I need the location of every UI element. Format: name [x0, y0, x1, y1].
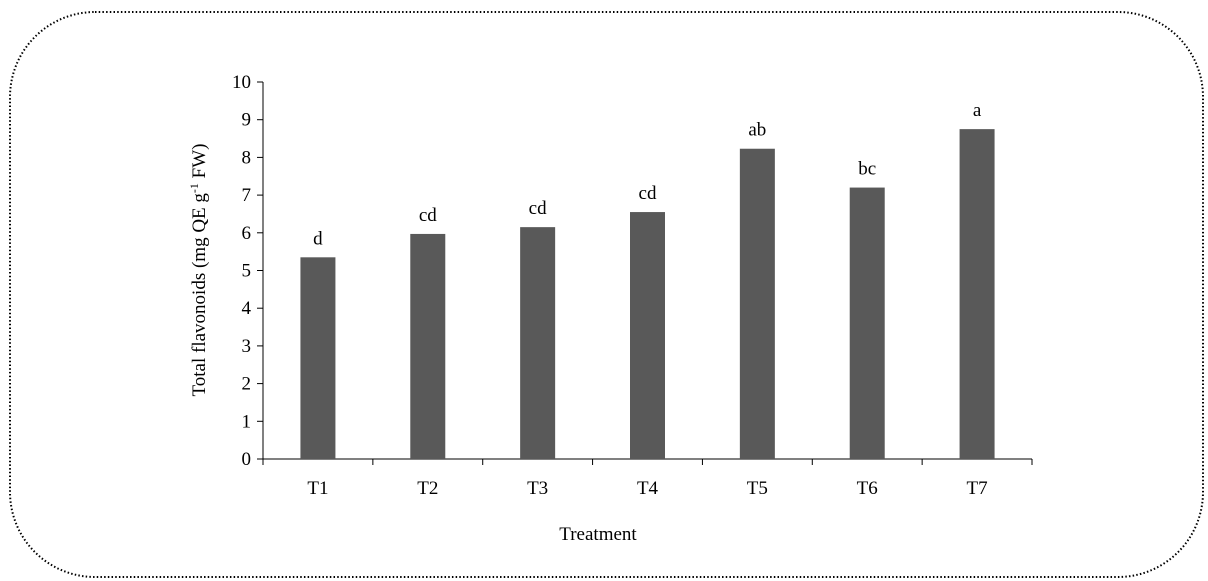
bar-t2 [410, 233, 446, 459]
y-axis-title-tail: FW) [189, 144, 210, 184]
x-tick-label: T4 [637, 478, 659, 499]
bar-t4 [630, 212, 665, 459]
x-tick-label: T5 [747, 478, 768, 499]
x-tick-label: T7 [967, 478, 988, 499]
x-tick-label: T1 [307, 478, 328, 499]
y-tick-label: 6 [242, 223, 252, 244]
bars [300, 129, 995, 459]
chart-frame-border [9, 11, 1204, 578]
bar-t6 [849, 187, 885, 459]
x-tick-label: T3 [527, 478, 548, 499]
y-axis-title-main: Total flavonoids (mg QE g [189, 193, 210, 397]
y-tick-label: 1 [242, 411, 252, 432]
data-label: a [973, 100, 982, 121]
data-label: cd [639, 183, 657, 204]
y-tick-label: 4 [242, 298, 252, 319]
data-label: bc [858, 159, 876, 180]
data-label: cd [529, 198, 547, 219]
data-label: d [313, 228, 323, 249]
y-tick-label: 8 [242, 147, 252, 168]
bar-t7 [959, 129, 995, 459]
y-tick-label: 10 [232, 72, 251, 93]
x-tick-label: T6 [857, 478, 878, 499]
bar-t3 [520, 227, 556, 459]
y-tick-label: 0 [242, 449, 252, 470]
x-axis: T1 T2 T3 T4 T5 T6 T7 [262, 458, 1033, 499]
y-tick-label: 5 [242, 261, 252, 282]
x-tick-label: T2 [417, 478, 438, 499]
bar-t5 [739, 148, 775, 459]
x-axis-title: Treatment [559, 524, 637, 545]
y-tick-label: 9 [242, 110, 252, 131]
bar-t1 [300, 257, 336, 459]
y-tick-label: 7 [242, 185, 252, 206]
y-axis-title: Total flavonoids (mg QE g-1 FW) [187, 144, 210, 397]
y-tick-label: 2 [242, 374, 252, 395]
y-axis: 0 1 2 3 4 5 6 7 8 9 10 [232, 72, 264, 470]
data-labels: d cd cd cd ab bc a [313, 100, 982, 249]
data-label: cd [419, 205, 437, 226]
y-tick-label: 3 [242, 336, 252, 357]
data-label: ab [748, 120, 766, 141]
y-axis-title-superscript: -1 [187, 183, 201, 193]
